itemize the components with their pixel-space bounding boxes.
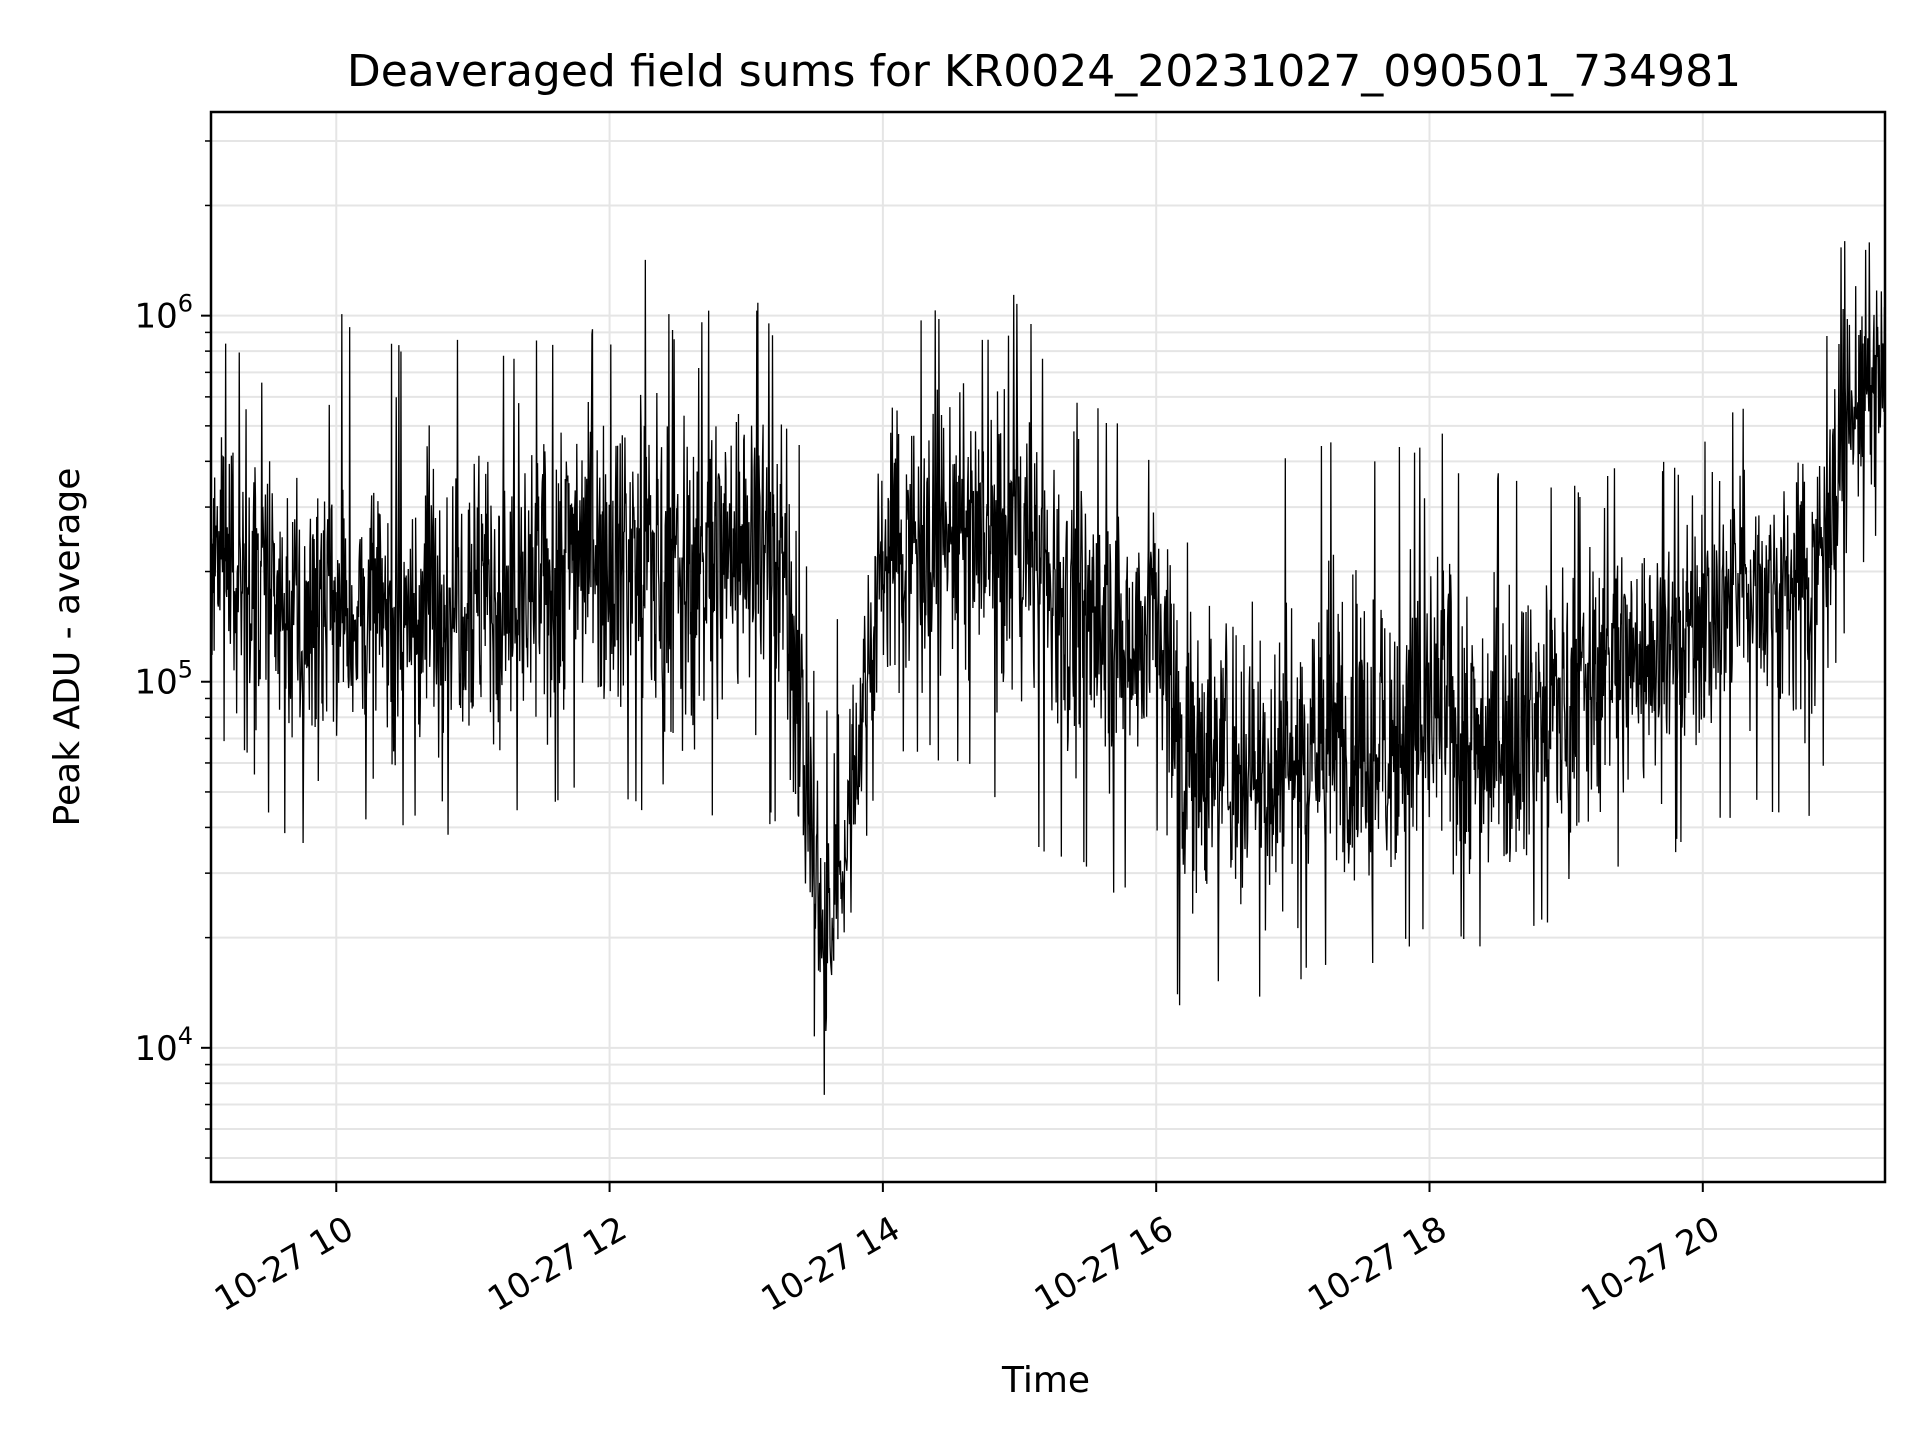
y-tick-label: 105 [134, 656, 193, 703]
y-axis-label: Peak ADU - average [47, 468, 88, 827]
x-axis-label: Time [1001, 1360, 1090, 1401]
chart-title: Deaveraged field sums for KR0024_2023102… [347, 46, 1741, 97]
y-tick-label: 106 [134, 290, 193, 337]
data-layer [210, 241, 1886, 1095]
plot-frame [209, 110, 1887, 1184]
grid-layer [211, 112, 1885, 1182]
series-line [210, 241, 1886, 1095]
y-tick-label: 104 [134, 1022, 193, 1069]
